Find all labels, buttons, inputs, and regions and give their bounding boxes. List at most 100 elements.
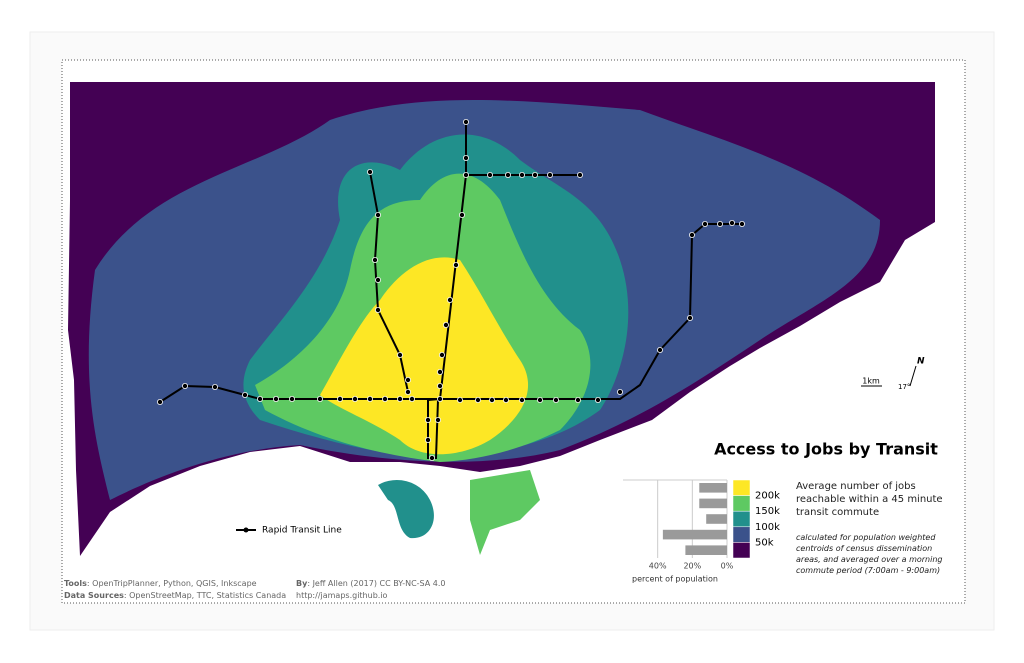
by: Jeff Allen (2017) CC BY-NC-SA 4.0	[312, 579, 446, 588]
station	[241, 391, 248, 398]
url: http://jamaps.github.io	[296, 591, 388, 600]
station	[462, 171, 469, 178]
legend-swatch	[732, 542, 751, 559]
station	[486, 171, 493, 178]
credits-left: Tools: OpenTripPlanner, Python, QGIS, In…	[64, 579, 287, 600]
legend-swatch	[732, 526, 751, 543]
station	[374, 306, 381, 313]
station	[181, 382, 188, 389]
north-arrow	[909, 365, 917, 387]
station	[316, 395, 323, 402]
x-axis-label: percent of population	[632, 575, 718, 584]
title: Access to Jobs by Transit	[714, 440, 938, 459]
port-lands	[470, 470, 540, 555]
stations	[156, 119, 746, 461]
station	[442, 321, 449, 328]
station	[617, 388, 624, 395]
legend-swatch	[732, 510, 751, 528]
station	[474, 396, 481, 403]
station	[211, 383, 218, 390]
station	[374, 276, 381, 283]
bar	[662, 529, 727, 540]
class-label: 100k	[755, 522, 780, 533]
station	[537, 396, 544, 403]
station	[396, 395, 403, 402]
station	[404, 376, 411, 383]
station	[371, 256, 378, 263]
x-tick-label: 0%	[721, 562, 734, 571]
station	[256, 395, 263, 402]
station	[504, 171, 511, 178]
legend-station	[243, 527, 249, 533]
station	[374, 211, 381, 218]
station	[532, 171, 539, 178]
credits-right: By: Jeff Allen (2017) CC BY-NC-SA 4.0 ht…	[296, 579, 446, 600]
station	[488, 396, 495, 403]
class-label: 150k	[755, 506, 780, 517]
station	[272, 395, 279, 402]
station	[434, 416, 441, 423]
by-label: By	[296, 579, 308, 588]
station	[336, 395, 343, 402]
station	[502, 396, 509, 403]
station	[404, 388, 411, 395]
station	[657, 346, 664, 353]
station	[428, 454, 435, 461]
station	[458, 211, 465, 218]
station	[595, 396, 602, 403]
station	[366, 168, 373, 175]
station	[739, 220, 746, 227]
station	[452, 261, 459, 268]
sources: OpenStreetMap, TTC, Statistics Canada	[129, 591, 287, 600]
class-label: 200k	[755, 491, 780, 502]
station	[717, 220, 724, 227]
tools: OpenTripPlanner, Python, QGIS, Inkscape	[92, 579, 257, 588]
station	[351, 395, 358, 402]
x-tick-label: 40%	[649, 562, 667, 571]
station	[519, 396, 526, 403]
station	[456, 396, 463, 403]
station	[702, 220, 709, 227]
station	[396, 351, 403, 358]
bar	[706, 514, 727, 524]
legend-swatch	[732, 479, 751, 496]
station	[462, 119, 469, 126]
station	[408, 395, 415, 402]
station	[381, 395, 388, 402]
description: Average number of jobs reachable within …	[796, 481, 943, 518]
declination: 17°	[898, 383, 910, 391]
zone-200k	[320, 257, 529, 455]
scale-label: 1km	[862, 377, 880, 386]
station	[687, 314, 694, 321]
station	[575, 396, 582, 403]
bar	[699, 483, 727, 493]
bar	[699, 498, 727, 509]
station	[424, 416, 431, 423]
note: calculated for population weighted centr…	[796, 533, 943, 575]
x-tick-label: 20%	[683, 562, 701, 571]
legend-swatch	[732, 495, 751, 512]
station	[577, 171, 584, 178]
bar	[685, 545, 727, 555]
station	[553, 396, 560, 403]
station	[366, 395, 373, 402]
station	[689, 231, 696, 238]
north-label: N	[917, 357, 925, 367]
station	[436, 395, 443, 402]
station	[436, 382, 443, 389]
transit-legend: Rapid Transit Line	[262, 526, 342, 536]
station	[462, 154, 469, 161]
class-label: 50k	[755, 537, 774, 548]
station	[424, 436, 431, 443]
station	[438, 351, 445, 358]
station	[729, 219, 736, 226]
histogram: 40% 20% 0%percent of population 200k 150k 100…	[623, 479, 780, 584]
sources-label: Data Sources	[64, 591, 124, 600]
station	[446, 296, 453, 303]
toronto-islands	[378, 480, 434, 539]
tools-label: Tools	[64, 579, 87, 588]
station	[547, 171, 554, 178]
station	[288, 395, 295, 402]
